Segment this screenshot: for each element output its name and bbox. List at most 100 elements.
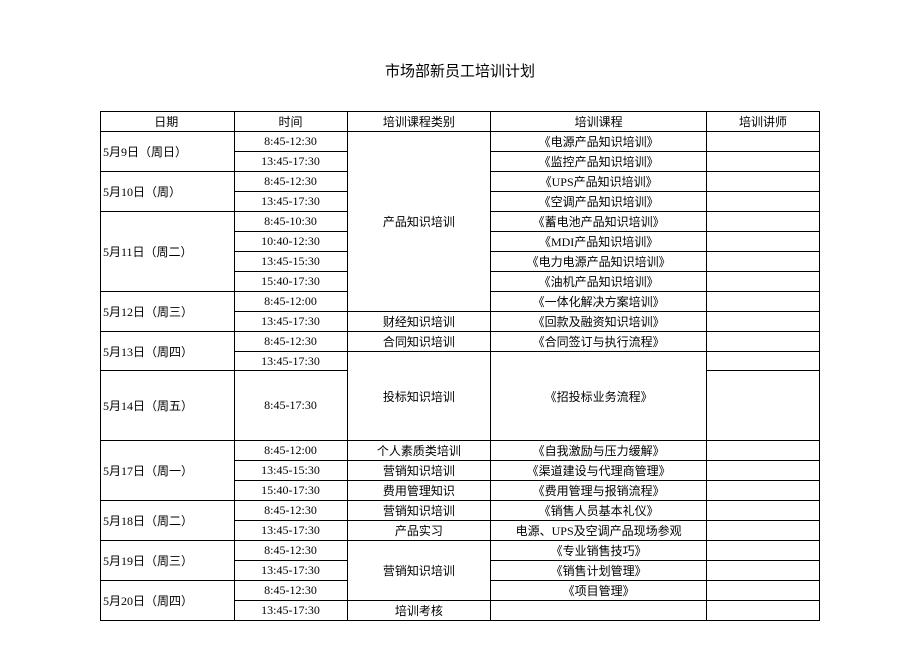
cell-course: 《招投标业务流程》 <box>491 352 707 441</box>
cell-category: 合同知识培训 <box>347 332 491 352</box>
cell-teacher <box>706 132 819 152</box>
cell-time: 15:40-17:30 <box>234 272 347 292</box>
cell-teacher <box>706 501 819 521</box>
cell-teacher <box>706 152 819 172</box>
document-title: 市场部新员工培训计划 <box>100 60 820 81</box>
cell-course: 《项目管理》 <box>491 581 707 601</box>
cell-course: 《回款及融资知识培训》 <box>491 312 707 332</box>
cell-teacher <box>706 172 819 192</box>
cell-course: 《一体化解决方案培训》 <box>491 292 707 312</box>
cell-teacher <box>706 541 819 561</box>
cell-category: 产品实习 <box>347 521 491 541</box>
cell-date: 5月18日（周二） <box>101 501 235 541</box>
cell-teacher <box>706 292 819 312</box>
cell-course: 《MDI产品知识培训》 <box>491 232 707 252</box>
cell-time: 13:45-17:30 <box>234 352 347 371</box>
cell-teacher <box>706 601 819 621</box>
cell-time: 8:45-12:00 <box>234 441 347 461</box>
cell-time: 8:45-10:30 <box>234 212 347 232</box>
cell-course <box>491 601 707 621</box>
cell-time: 8:45-12:30 <box>234 172 347 192</box>
cell-date: 5月9日（周日） <box>101 132 235 172</box>
cell-category: 营销知识培训 <box>347 541 491 601</box>
cell-course: 《销售计划管理》 <box>491 561 707 581</box>
cell-time: 8:45-12:30 <box>234 501 347 521</box>
cell-course: 《电力电源产品知识培训》 <box>491 252 707 272</box>
header-time: 时间 <box>234 112 347 132</box>
table-row: 5月18日（周二）8:45-12:30营销知识培训《销售人员基本礼仪》 <box>101 501 820 521</box>
table-row: 5月9日（周日）8:45-12:30产品知识培训《电源产品知识培训》 <box>101 132 820 152</box>
cell-time: 8:45-17:30 <box>234 371 347 441</box>
cell-course: 《渠道建设与代理商管理》 <box>491 461 707 481</box>
cell-teacher <box>706 312 819 332</box>
header-date: 日期 <box>101 112 235 132</box>
cell-date: 5月17日（周一） <box>101 441 235 501</box>
cell-time: 8:45-12:00 <box>234 292 347 312</box>
cell-time: 8:45-12:30 <box>234 541 347 561</box>
cell-course: 《监控产品知识培训》 <box>491 152 707 172</box>
cell-teacher <box>706 561 819 581</box>
cell-teacher <box>706 252 819 272</box>
cell-time: 13:45-15:30 <box>234 252 347 272</box>
cell-category: 费用管理知识 <box>347 481 491 501</box>
cell-category: 营销知识培训 <box>347 461 491 481</box>
cell-teacher <box>706 272 819 292</box>
cell-teacher <box>706 371 819 441</box>
table-row: 5月19日（周三）8:45-12:30营销知识培训《专业销售技巧》 <box>101 541 820 561</box>
cell-teacher <box>706 332 819 352</box>
cell-time: 13:45-17:30 <box>234 521 347 541</box>
cell-course: 《销售人员基本礼仪》 <box>491 501 707 521</box>
cell-time: 13:45-15:30 <box>234 461 347 481</box>
cell-teacher <box>706 481 819 501</box>
cell-course: 《UPS产品知识培训》 <box>491 172 707 192</box>
cell-course: 《电源产品知识培训》 <box>491 132 707 152</box>
cell-category: 产品知识培训 <box>347 132 491 312</box>
cell-teacher <box>706 461 819 481</box>
cell-course: 《合同签订与执行流程》 <box>491 332 707 352</box>
cell-course: 《专业销售技巧》 <box>491 541 707 561</box>
cell-category: 个人素质类培训 <box>347 441 491 461</box>
cell-course: 《费用管理与报销流程》 <box>491 481 707 501</box>
cell-time: 10:40-12:30 <box>234 232 347 252</box>
cell-teacher <box>706 352 819 371</box>
cell-category: 营销知识培训 <box>347 501 491 521</box>
header-teacher: 培训讲师 <box>706 112 819 132</box>
cell-time: 8:45-12:30 <box>234 132 347 152</box>
cell-time: 13:45-17:30 <box>234 601 347 621</box>
cell-course: 《自我激励与压力缓解》 <box>491 441 707 461</box>
cell-date: 5月12日（周三） <box>101 292 235 332</box>
training-table: 日期 时间 培训课程类别 培训课程 培训讲师 5月9日（周日）8:45-12:3… <box>100 111 820 621</box>
cell-date: 5月14日（周五） <box>101 371 235 441</box>
cell-time: 13:45-17:30 <box>234 312 347 332</box>
table-header-row: 日期 时间 培训课程类别 培训课程 培训讲师 <box>101 112 820 132</box>
cell-course: 《蓄电池产品知识培训》 <box>491 212 707 232</box>
cell-category: 投标知识培训 <box>347 352 491 441</box>
cell-date: 5月19日（周三） <box>101 541 235 581</box>
cell-time: 13:45-17:30 <box>234 152 347 172</box>
table-row: 5月17日（周一）8:45-12:00个人素质类培训《自我激励与压力缓解》 <box>101 441 820 461</box>
header-category: 培训课程类别 <box>347 112 491 132</box>
cell-time: 15:40-17:30 <box>234 481 347 501</box>
cell-teacher <box>706 581 819 601</box>
cell-time: 8:45-12:30 <box>234 332 347 352</box>
cell-teacher <box>706 521 819 541</box>
cell-date: 5月13日（周四） <box>101 332 235 371</box>
cell-teacher <box>706 212 819 232</box>
cell-date: 5月10日（周） <box>101 172 235 212</box>
cell-time: 8:45-12:30 <box>234 581 347 601</box>
cell-time: 13:45-17:30 <box>234 561 347 581</box>
cell-course: 《油机产品知识培训》 <box>491 272 707 292</box>
cell-teacher <box>706 232 819 252</box>
cell-teacher <box>706 192 819 212</box>
cell-teacher <box>706 441 819 461</box>
cell-course: 《空调产品知识培训》 <box>491 192 707 212</box>
cell-date: 5月11日（周二） <box>101 212 235 292</box>
cell-time: 13:45-17:30 <box>234 192 347 212</box>
header-course: 培训课程 <box>491 112 707 132</box>
cell-course: 电源、UPS及空调产品现场参观 <box>491 521 707 541</box>
table-body: 5月9日（周日）8:45-12:30产品知识培训《电源产品知识培训》13:45-… <box>101 132 820 621</box>
cell-category: 财经知识培训 <box>347 312 491 332</box>
cell-date: 5月20日（周四） <box>101 581 235 621</box>
table-row: 5月13日（周四）8:45-12:30合同知识培训《合同签订与执行流程》 <box>101 332 820 352</box>
cell-category: 培训考核 <box>347 601 491 621</box>
